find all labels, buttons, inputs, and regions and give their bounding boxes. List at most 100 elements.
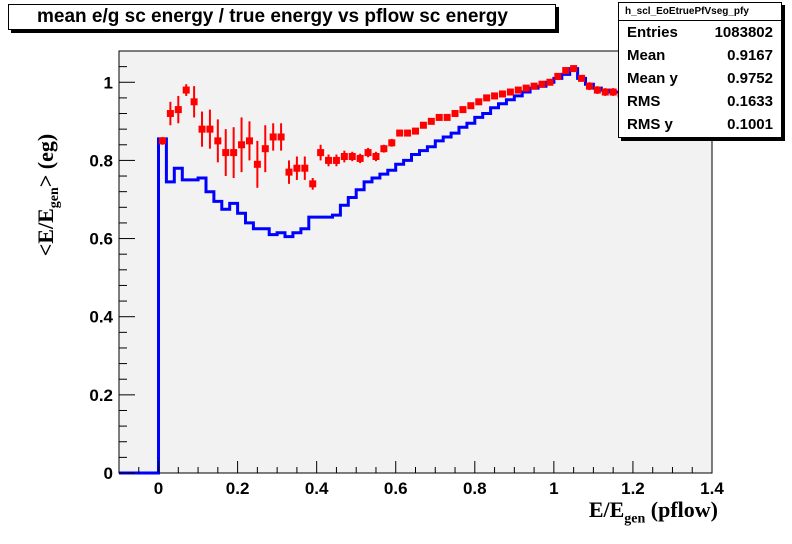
stats-label: Mean [627,47,666,64]
x-tick-label: 1.2 [621,479,645,498]
data-point [166,110,174,118]
data-point [570,65,578,73]
data-point [396,129,404,137]
data-point [475,98,483,106]
data-point [435,113,443,121]
stats-row-entries: Entries 1083802 [619,21,781,44]
data-point [562,67,570,75]
stats-value: 0.1001 [727,116,773,133]
data-point [412,127,419,135]
x-axis-label-base: E/E [588,497,625,522]
data-point [222,149,230,157]
data-point [491,92,499,100]
x-tick-label: 0.2 [226,479,250,498]
y-axis-label-sub: gen [47,187,63,209]
stats-label: RMS y [627,116,673,133]
data-point [601,88,609,96]
points-series [158,65,712,190]
data-point [459,106,467,114]
data-point [443,113,451,121]
x-tick-label: 0.6 [384,479,408,498]
stats-value: 0.1633 [727,93,773,110]
data-point [301,164,309,172]
y-axis-label-prefix: <E/E [32,208,58,257]
data-point [198,125,206,133]
x-axis-label-suffix: (pflow) [645,497,718,522]
y-tick-label: 0 [104,464,113,483]
y-tick-label: 0.8 [89,151,113,170]
data-point [364,149,372,157]
stats-histogram-name: h_scl_EoEtruePfVseg_pfy [619,3,781,21]
data-point [554,72,562,80]
data-point [593,86,601,94]
stats-box: h_scl_EoEtruePfVseg_pfy Entries 1083802 … [618,2,782,138]
data-point [498,90,506,98]
stats-value: 0.9167 [727,47,773,64]
data-point [158,137,166,145]
step-line [119,67,712,475]
y-axis-label: <E/Egen> (eg) [33,134,63,256]
x-tick-label: 0.8 [463,479,487,498]
stats-row-mean-y: Mean y 0.9752 [619,67,781,90]
stats-value: 1083802 [714,24,773,41]
data-point [182,86,190,94]
data-point [277,133,285,141]
data-point [340,153,348,160]
data-point [483,94,491,102]
data-point [293,164,301,172]
data-point [190,98,198,106]
data-point [245,137,253,145]
data-point [578,74,586,82]
data-point [325,156,333,164]
data-point [427,117,435,125]
data-point [467,102,475,110]
data-point [372,153,380,160]
stats-label: Mean y [627,70,678,87]
data-point [506,88,514,96]
data-point [530,82,538,90]
y-axis-label-suffix: > (eg) [32,133,58,188]
x-axis-label: E/Egen (pflow) [589,497,718,527]
data-point [261,145,269,153]
data-point [238,141,246,149]
y-tick-label: 1 [104,73,113,92]
stats-label: RMS [627,93,661,110]
data-point [309,180,317,188]
data-point [317,149,325,157]
x-tick-label: 0.4 [305,479,329,498]
data-point [522,84,530,92]
data-point [388,139,396,147]
data-point [538,80,546,88]
y-tick-label: 0.4 [89,308,113,327]
x-tick-label: 1.4 [700,479,724,498]
stats-row-rms: RMS 0.1633 [619,90,781,113]
data-point [214,137,222,145]
x-tick-label: 0 [154,479,163,498]
data-point [546,78,554,86]
data-point [230,149,238,157]
data-point [174,106,182,114]
data-point [404,129,412,137]
y-tick-label: 0.6 [89,230,113,249]
data-point [285,168,293,176]
x-axis-label-sub: gen [624,511,646,527]
step-series [119,67,712,475]
chart-title: mean e/g sc energy / true energy vs pflo… [8,4,556,30]
stats-row-mean: Mean 0.9167 [619,44,781,67]
y-tick-label: 0.2 [89,386,113,405]
data-point [419,121,427,129]
data-point [514,86,522,94]
stats-value: 0.9752 [727,70,773,87]
data-point [356,154,364,162]
data-point [609,88,617,96]
data-point [585,82,593,90]
data-point [206,125,214,133]
axes: 0 0.2 0.4 0.6 0.8 1 1.2 1.4 0 0.2 0.4 0.6 0.8 1 [89,50,724,498]
data-point [348,153,356,160]
data-point [380,145,388,153]
data-point [253,160,261,168]
x-tick-label: 1 [549,479,558,498]
stats-row-rms-y: RMS y 0.1001 [619,113,781,136]
data-point [332,156,340,164]
